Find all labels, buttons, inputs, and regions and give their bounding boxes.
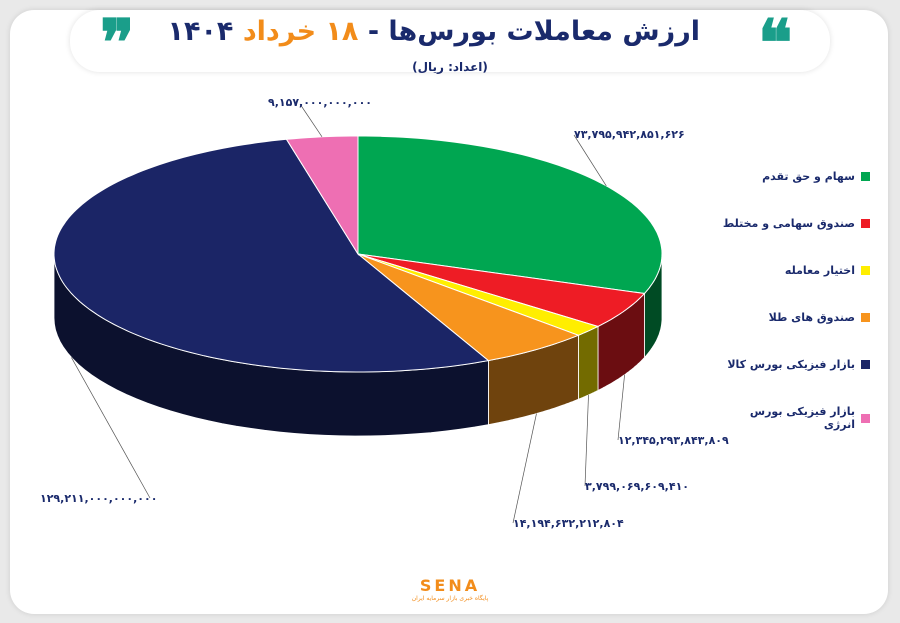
- data-label-1: ۱۲,۳۴۵,۲۹۳,۸۴۳,۸۰۹: [618, 434, 729, 447]
- pie-slice-4: [53, 138, 490, 373]
- quote-mark-right-icon: ❝: [758, 6, 793, 81]
- leader-line-0: [573, 134, 607, 187]
- title-banner: [70, 10, 830, 72]
- leader-line-4: [71, 357, 151, 499]
- leader-line-3: [512, 413, 537, 524]
- sena-logo: SENA پایگاه خبری بازار سرمایه ایران: [410, 576, 490, 602]
- leader-line-5: [299, 103, 323, 137]
- legend-label: صندوق های طلا: [768, 311, 855, 324]
- quote-mark-left-icon: ❞: [100, 6, 135, 81]
- legend-label: سهام و حق تقدم: [762, 170, 855, 183]
- pie-slice-2: [357, 253, 600, 336]
- legend-item-options: اختیار معامله: [720, 264, 870, 277]
- data-label-4: ۱۲۹,۲۱۱,۰۰۰,۰۰۰,۰۰۰: [40, 492, 158, 505]
- legend-swatch: [861, 219, 870, 228]
- legend-label: بازار فیزیکی بورس انرژی: [749, 405, 855, 431]
- leader-line-1: [617, 374, 625, 441]
- legend-label: صندوق سهامی و مختلط: [722, 217, 855, 230]
- legend-swatch: [861, 172, 870, 181]
- leader-line-2: [584, 394, 589, 487]
- legend-item-commodity: بازار فیزیکی بورس کالا: [720, 358, 870, 371]
- pie-slice-1: [357, 253, 646, 328]
- logo-subtext: پایگاه خبری بازار سرمایه ایران: [411, 595, 489, 602]
- title-year: ۱۴۰۴: [167, 16, 234, 47]
- legend: سهام و حق تقدم صندوق سهامی و مختلط اختیا…: [720, 170, 870, 465]
- title-date: ۱۸ خرداد: [242, 16, 359, 47]
- legend-swatch: [861, 313, 870, 322]
- legend-label: اختیار معامله: [784, 264, 855, 277]
- chart-title: ارزش معاملات بورس‌ها - ۱۸ خرداد ۱۴۰۴: [167, 16, 700, 47]
- chart-subtitle: (اعداد: ریال): [412, 60, 488, 74]
- pie-slice-3: [357, 253, 580, 362]
- title-main: ارزش معاملات بورس‌ها -: [367, 16, 700, 47]
- legend-swatch: [861, 413, 870, 423]
- legend-item-stocks: سهام و حق تقدم: [720, 170, 870, 183]
- pie-side-2: [578, 325, 599, 400]
- logo-text: SENA: [419, 576, 481, 595]
- data-label-0: ۷۳,۷۹۵,۹۴۲,۸۵۱,۶۲۶: [574, 128, 685, 141]
- legend-item-energy: بازار فیزیکی بورس انرژی: [720, 405, 870, 431]
- data-label-2: ۳,۷۹۹,۰۶۹,۶۰۹,۴۱۰: [585, 480, 689, 493]
- legend-item-gold-funds: صندوق های طلا: [720, 311, 870, 324]
- data-label-5: ۹,۱۵۷,۰۰۰,۰۰۰,۰۰۰: [268, 96, 372, 109]
- legend-swatch: [861, 266, 870, 275]
- data-label-3: ۱۴,۱۹۴,۶۳۲,۲۱۲,۸۰۴: [513, 517, 624, 530]
- legend-label: بازار فیزیکی بورس کالا: [727, 358, 855, 371]
- legend-swatch: [861, 360, 870, 369]
- legend-item-equity-funds: صندوق سهامی و مختلط: [720, 217, 870, 230]
